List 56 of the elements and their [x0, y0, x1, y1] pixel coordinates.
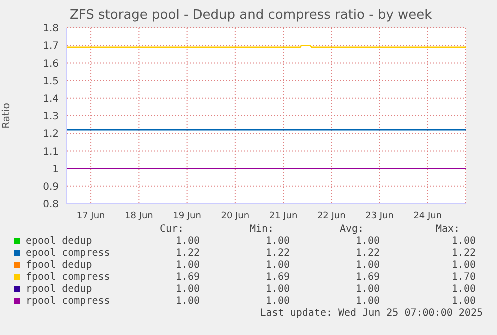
- chart-title: ZFS storage pool - Dedup and compress ratio - by week: [70, 8, 432, 23]
- x-tick-label: 21 Jun: [269, 211, 298, 222]
- text: 1.00: [264, 260, 290, 271]
- x-tick-label: 19 Jun: [173, 211, 202, 222]
- text: 1.00: [354, 260, 380, 271]
- legend-label: fpool compress: [26, 272, 110, 283]
- text: Cur:: [160, 224, 186, 235]
- x-tick-label: 17 Jun: [76, 211, 106, 222]
- x-tick-label: 18 Jun: [124, 211, 154, 222]
- text: 1.00: [264, 236, 290, 247]
- y-tick-label: 1.1: [43, 146, 59, 158]
- text: 1.69: [174, 272, 200, 283]
- text: 1.00: [450, 284, 476, 295]
- text: 1.00: [450, 236, 476, 247]
- text: 1.00: [174, 284, 200, 295]
- text: 1.00: [264, 296, 290, 307]
- y-tick-label: 1.3: [43, 112, 59, 123]
- text: 1.00: [354, 236, 380, 247]
- text: 1.00: [174, 236, 200, 247]
- x-tick-label: 20 Jun: [221, 211, 250, 222]
- text: 1.00: [450, 260, 476, 271]
- y-tick-label: 1.4: [43, 94, 59, 105]
- y-axis-title: Ratio: [2, 103, 13, 129]
- legend-label: epool compress: [26, 248, 110, 259]
- y-tick-label: 1.8: [43, 24, 59, 35]
- y-tick-label: 1: [52, 164, 59, 176]
- y-tick-label: 0.8: [43, 200, 59, 211]
- x-tick-label: 24 Jun: [414, 211, 442, 222]
- y-tick-label: 1.2: [43, 129, 59, 140]
- text: 1.69: [264, 272, 290, 283]
- text: Max:: [436, 224, 462, 235]
- text: 1.22: [354, 248, 380, 259]
- legend-label: rpool compress: [26, 296, 110, 307]
- y-tick-label: 1.5: [43, 76, 59, 88]
- text: 1.00: [174, 296, 200, 307]
- legend-label: rpool dedup: [26, 284, 92, 295]
- y-tick-label: 1.7: [43, 41, 59, 52]
- text: 1.00: [450, 296, 476, 307]
- text: Min:: [250, 224, 276, 235]
- text: 1.69: [354, 272, 380, 283]
- legend-label: epool dedup: [26, 236, 92, 247]
- text: 1.00: [354, 296, 380, 307]
- text: 1.22: [264, 248, 290, 259]
- y-tick-label: 1.6: [43, 58, 59, 70]
- text: 1.00: [174, 260, 200, 271]
- x-tick-label: 22 Jun: [317, 211, 346, 222]
- text: Last update: Wed Jun 25 07:00:00 2025: [260, 308, 483, 319]
- text: 1.22: [450, 248, 476, 259]
- x-tick-label: 23 Jun: [366, 211, 394, 222]
- text: 1.70: [450, 272, 476, 283]
- text: 1.00: [354, 284, 380, 295]
- text: 1.22: [174, 248, 200, 259]
- legend-label: fpool dedup: [26, 260, 92, 271]
- text: 1.00: [264, 284, 290, 295]
- text: Avg:: [340, 224, 366, 235]
- y-tick-label: 0.9: [43, 182, 59, 193]
